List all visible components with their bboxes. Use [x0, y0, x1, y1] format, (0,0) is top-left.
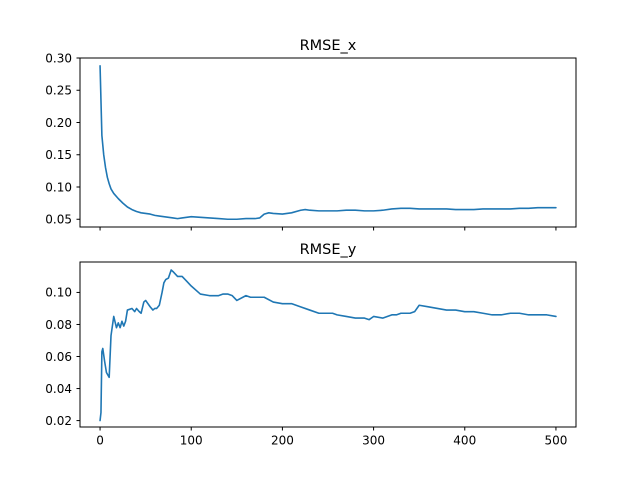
- y-tick-label: 0.10: [45, 180, 72, 194]
- subplot-rmse-x: 0.05 0.10 0.15 0.20 0.25 0.30 RMSE_x: [45, 38, 577, 231]
- y-tick-label: 0.04: [45, 382, 72, 396]
- y-tick-label: 0.25: [45, 84, 72, 98]
- subplot-rmse-y: 0.02 0.04 0.06 0.08 0.10 0 100 200 300 400 500 RMSE…: [45, 242, 577, 448]
- y-tick-label: 0.30: [45, 51, 72, 65]
- y-tick-label: 0.08: [45, 318, 72, 332]
- series-line-0-0: [99, 64, 557, 221]
- y-tick-label: 0.20: [45, 116, 72, 130]
- x-tick-label: 500: [544, 434, 567, 448]
- y-tick-label: 0.10: [45, 286, 72, 300]
- x-tick-label: 0: [96, 434, 104, 448]
- axes-frame: [79, 57, 577, 228]
- x-tick-label: 200: [271, 434, 294, 448]
- y-tick-label: 0.02: [45, 414, 72, 428]
- chart-title: RMSE_x: [300, 38, 357, 54]
- x-tick-label: 300: [362, 434, 385, 448]
- y-tick-label: 0.15: [45, 148, 72, 162]
- y-tick-label: 0.06: [45, 350, 72, 364]
- chart-title: RMSE_y: [300, 242, 357, 258]
- axes-frame: [79, 261, 577, 428]
- x-tick-label: 100: [180, 434, 203, 448]
- series-line-1-0: [99, 269, 557, 422]
- y-tick-label: 0.05: [45, 213, 72, 227]
- x-tick-label: 400: [453, 434, 476, 448]
